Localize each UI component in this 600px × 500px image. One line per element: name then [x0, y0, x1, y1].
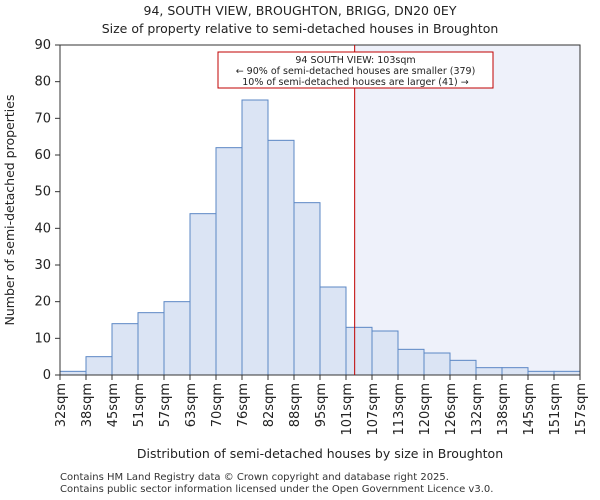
x-tick-label: 70sqm: [210, 383, 225, 427]
x-tick-label: 113sqm: [392, 383, 407, 436]
bar-45sqm: [111, 323, 139, 376]
chart-title: Size of property relative to semi-detach…: [101, 21, 499, 36]
annotation-line-1: 94 SOUTH VIEW: 103sqm: [295, 55, 415, 66]
x-tick-label: 82sqm: [262, 383, 277, 427]
bar-82sqm: [267, 139, 295, 376]
x-tick-label: 126sqm: [444, 383, 459, 436]
x-tick-label: 88sqm: [288, 383, 303, 427]
bar-107sqm: [371, 330, 399, 376]
x-tick-label: 132sqm: [470, 383, 485, 436]
bar-63sqm: [189, 213, 217, 376]
larger-region-shade: [354, 45, 580, 375]
y-tick-label: 30: [34, 258, 51, 273]
footer-copyright: Contains HM Land Registry data © Crown c…: [60, 472, 449, 483]
bar-95sqm: [319, 286, 347, 376]
y-tick-label: 20: [34, 295, 51, 310]
y-tick-label: 80: [34, 75, 51, 90]
bar-138sqm: [501, 367, 529, 376]
footer-licence: Contains public sector information licen…: [60, 484, 494, 495]
y-tick-label: 0: [43, 368, 51, 383]
y-tick-label: 60: [34, 148, 51, 163]
y-tick-label: 40: [34, 221, 51, 236]
bar-88sqm: [293, 202, 321, 376]
bar-38sqm: [85, 356, 113, 376]
x-tick-label: 145sqm: [522, 383, 537, 436]
bar-51sqm: [137, 312, 165, 376]
y-axis-label: Number of semi-detached properties: [2, 95, 17, 326]
bar-120sqm: [423, 352, 451, 376]
histogram-chart: 0 10 20 30 40 50 60 70 80 90 32sqm 38sqm 45sqm 51sqm 5…: [2, 38, 589, 461]
x-tick-label: 95sqm: [314, 383, 329, 427]
x-tick-label: 38sqm: [80, 383, 95, 427]
annotation-line-3: 10% of semi-detached houses are larger (…: [242, 77, 469, 88]
x-tick-label: 32sqm: [54, 383, 69, 427]
annotation-box: [217, 51, 494, 89]
x-tick-label: 45sqm: [106, 383, 121, 427]
x-tick-label: 51sqm: [132, 383, 147, 427]
bar-76sqm: [241, 99, 269, 376]
bar-101sqm: [345, 326, 373, 376]
x-tick-label: 101sqm: [340, 383, 355, 436]
bar-113sqm: [397, 348, 425, 376]
bar-70sqm: [215, 147, 243, 376]
y-tick-label: 10: [34, 331, 51, 346]
x-tick-label: 57sqm: [158, 383, 173, 427]
x-tick-label: 138sqm: [496, 383, 511, 436]
x-tick-label: 151sqm: [548, 383, 563, 436]
bar-151sqm: [553, 370, 581, 376]
chart-title-address: 94, SOUTH VIEW, BROUGHTON, BRIGG, DN20 0…: [143, 3, 457, 18]
bar-32sqm: [59, 370, 87, 376]
annotation-line-2: ← 90% of semi-detached houses are smalle…: [236, 66, 476, 77]
y-tick-label: 50: [34, 185, 51, 200]
x-tick-label: 76sqm: [236, 383, 251, 427]
x-tick-label: 120sqm: [418, 383, 433, 436]
x-tick-label: 107sqm: [366, 383, 381, 436]
bar-132sqm: [475, 367, 503, 376]
bar-145sqm: [527, 370, 555, 376]
x-axis-label: Distribution of semi-detached houses by …: [137, 446, 503, 461]
y-tick-label: 70: [34, 111, 51, 126]
x-tick-label: 157sqm: [574, 383, 589, 436]
bar-57sqm: [163, 301, 191, 376]
bar-126sqm: [449, 359, 477, 376]
x-tick-label: 63sqm: [184, 383, 199, 427]
y-tick-label: 90: [34, 38, 51, 53]
